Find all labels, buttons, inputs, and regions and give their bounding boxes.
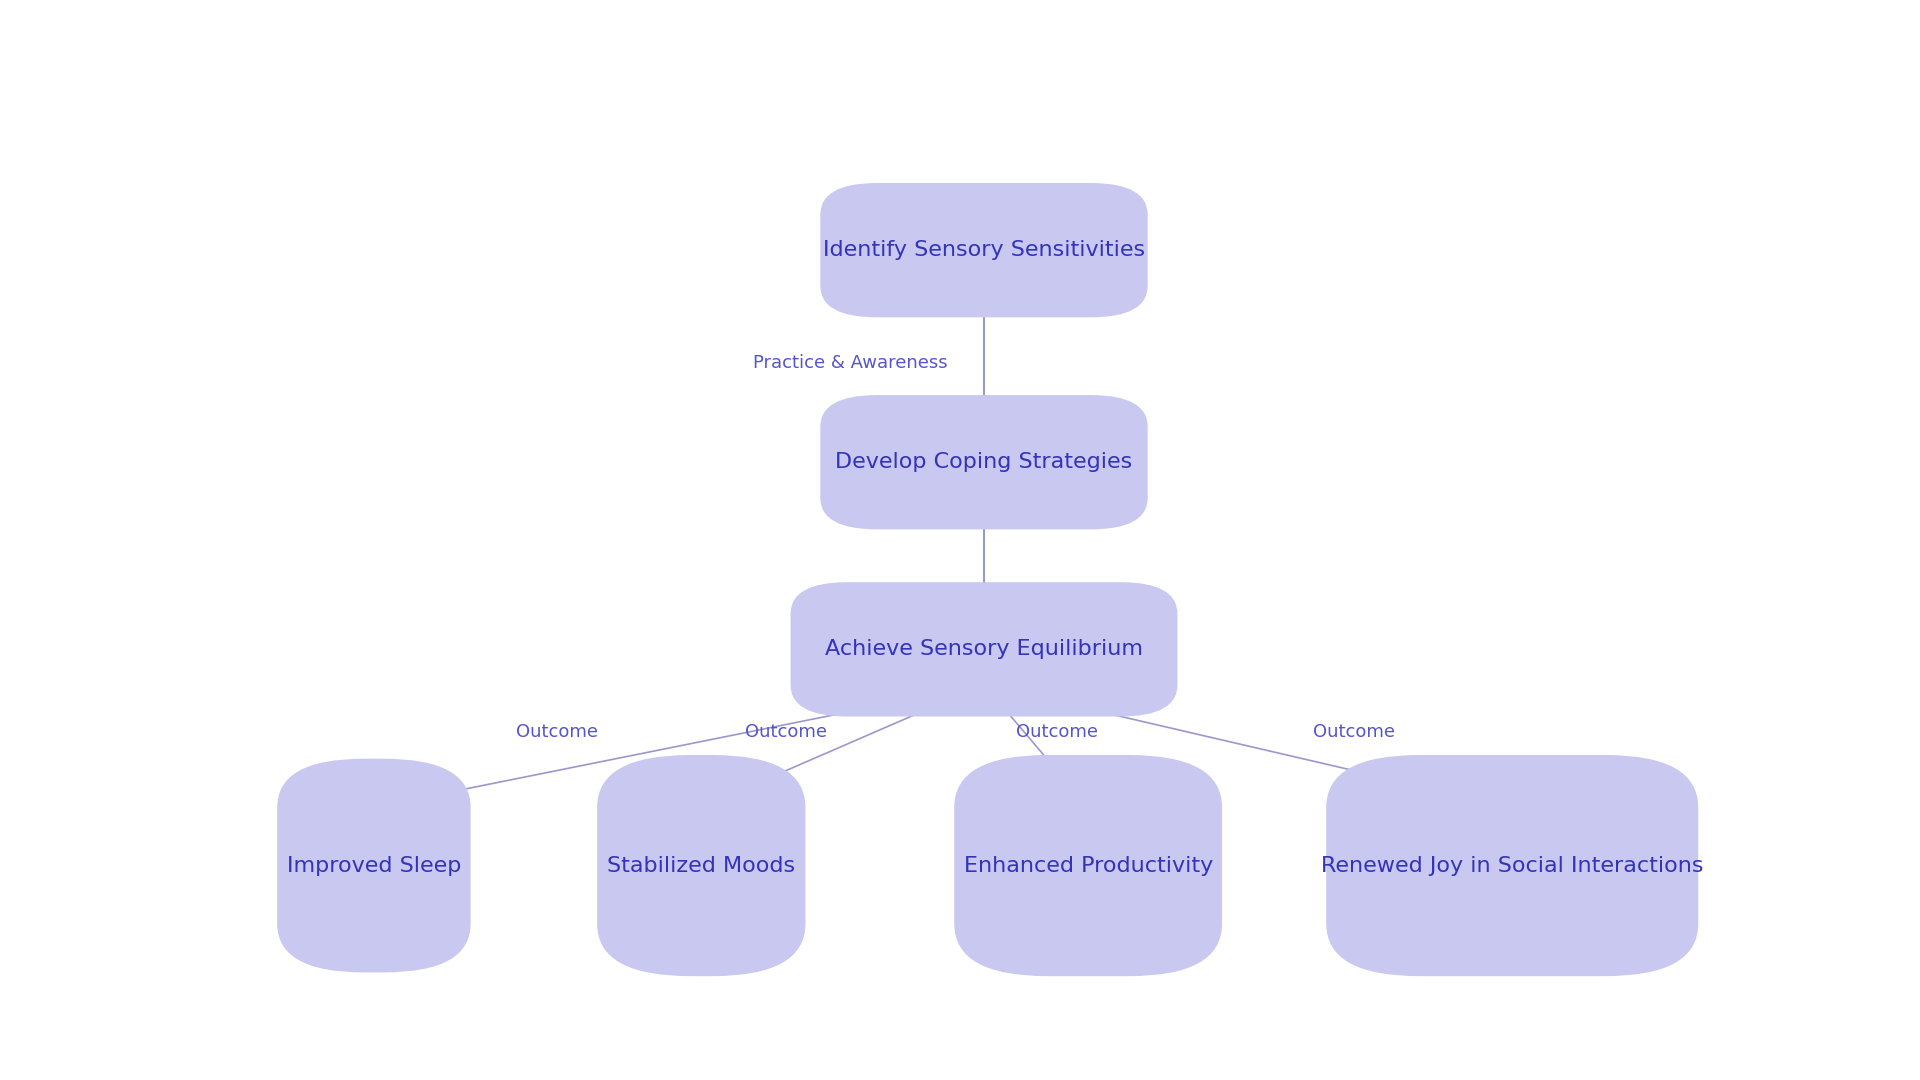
Text: Develop Coping Strategies: Develop Coping Strategies [835,453,1133,472]
Text: Enhanced Productivity: Enhanced Productivity [964,855,1213,876]
FancyBboxPatch shape [820,395,1148,529]
Text: Identify Sensory Sensitivities: Identify Sensory Sensitivities [824,240,1144,260]
FancyBboxPatch shape [820,183,1148,318]
Text: Stabilized Moods: Stabilized Moods [607,855,795,876]
Text: Renewed Joy in Social Interactions: Renewed Joy in Social Interactions [1321,855,1703,876]
Text: Outcome: Outcome [1313,723,1394,741]
Text: Outcome: Outcome [745,723,828,741]
Text: Practice & Awareness: Practice & Awareness [753,354,947,373]
Text: Achieve Sensory Equilibrium: Achieve Sensory Equilibrium [826,639,1142,660]
FancyBboxPatch shape [791,582,1177,716]
FancyBboxPatch shape [597,755,806,976]
Text: Improved Sleep: Improved Sleep [286,855,461,876]
Text: Outcome: Outcome [1016,723,1098,741]
FancyBboxPatch shape [1327,755,1697,976]
Text: Outcome: Outcome [516,723,597,741]
FancyBboxPatch shape [954,755,1221,976]
FancyBboxPatch shape [276,759,470,972]
